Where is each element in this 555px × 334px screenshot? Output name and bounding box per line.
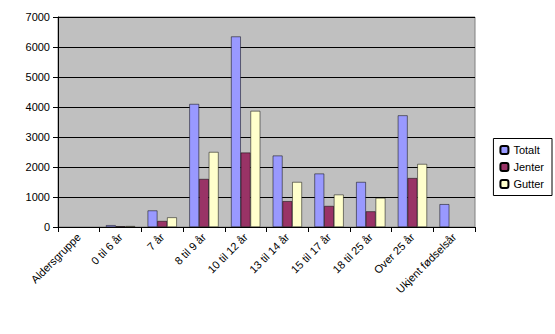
svg-text:0: 0: [44, 221, 50, 233]
svg-text:2000: 2000: [26, 161, 50, 173]
svg-text:Jenter: Jenter: [513, 161, 544, 173]
svg-text:Gutter: Gutter: [513, 178, 544, 190]
svg-text:3000: 3000: [26, 131, 50, 143]
svg-text:Totalt: Totalt: [513, 144, 539, 156]
svg-text:6000: 6000: [26, 41, 50, 53]
svg-text:10 til 12 år: 10 til 12 år: [205, 231, 250, 276]
svg-text:Over 25 år: Over 25 år: [372, 231, 417, 276]
svg-text:5000: 5000: [26, 71, 50, 83]
svg-text:Ukjent fødselsår: Ukjent fødselsår: [394, 231, 459, 296]
svg-text:7000: 7000: [26, 11, 50, 23]
svg-text:Aldersgruppe: Aldersgruppe: [28, 231, 83, 286]
svg-text:4000: 4000: [26, 101, 50, 113]
svg-text:7 år: 7 år: [145, 231, 167, 253]
svg-text:15 til 17 år: 15 til 17 år: [289, 231, 334, 276]
svg-text:1000: 1000: [26, 191, 50, 203]
svg-text:0 til 6 år: 0 til 6 år: [89, 231, 125, 267]
svg-text:18 til 25 år: 18 til 25 år: [330, 231, 375, 276]
svg-text:8 til 9 år: 8 til 9 år: [172, 231, 208, 267]
svg-text:13 til 14 år: 13 til 14 år: [247, 231, 292, 276]
